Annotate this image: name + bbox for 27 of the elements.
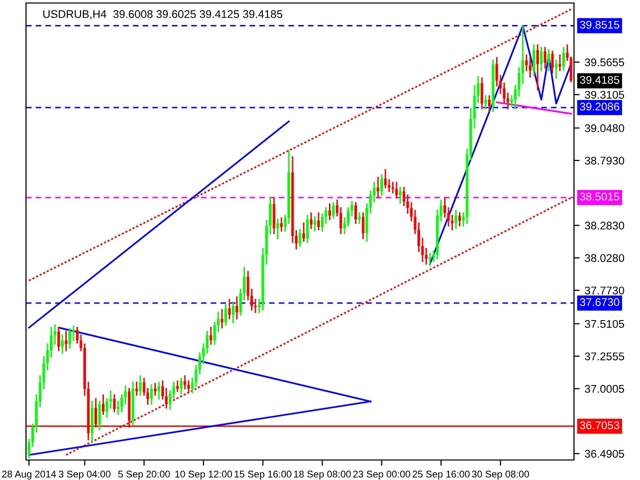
x-tick-label: 5 Sep 20:00 [118, 470, 170, 480]
y-tick-label: 38.0280 [584, 254, 624, 262]
y-tick-label: 36.4905 [584, 450, 624, 458]
x-tick-label: 3 Sep 04:00 [58, 470, 110, 480]
x-tick-label: 30 Sep 08:00 [472, 470, 530, 480]
y-tick-label: 37.2555 [584, 352, 624, 360]
x-tick-label: 15 Sep 16:00 [234, 470, 292, 480]
y-tick-label: 38.2830 [584, 222, 624, 230]
ref-line-label: 38.5015 [580, 192, 620, 201]
y-tick-label: 37.0005 [584, 384, 624, 393]
ref-line-label: 39.8515 [580, 20, 620, 29]
x-tick-label: 23 Sep 00:00 [353, 470, 410, 480]
text: 39.4185 [580, 76, 620, 84]
ref-line-label: 37.6730 [580, 298, 620, 306]
x-tick-label: 25 Sep 16:00 [412, 470, 470, 480]
y-tick-label: 37.7730 [584, 286, 624, 294]
y-tick-label: 39.0480 [584, 124, 624, 132]
text: USDRUB,H4 39.6008 39.6025 39.4125 39.4185 [43, 10, 282, 20]
x-tick-label: 10 Sep 12:00 [175, 470, 232, 480]
ref-line-label: 39.2086 [580, 102, 620, 111]
y-tick-label: 39.3105 [584, 90, 624, 99]
y-tick-label: 37.5105 [584, 320, 624, 328]
x-tick-label: 28 Aug 2014 [2, 470, 56, 480]
ref-line-label: 36.7053 [580, 421, 620, 430]
x-tick-label: 18 Sep 08:00 [294, 470, 351, 480]
y-tick-label: 38.7930 [584, 156, 624, 165]
y-tick-label: 39.5655 [584, 58, 624, 66]
